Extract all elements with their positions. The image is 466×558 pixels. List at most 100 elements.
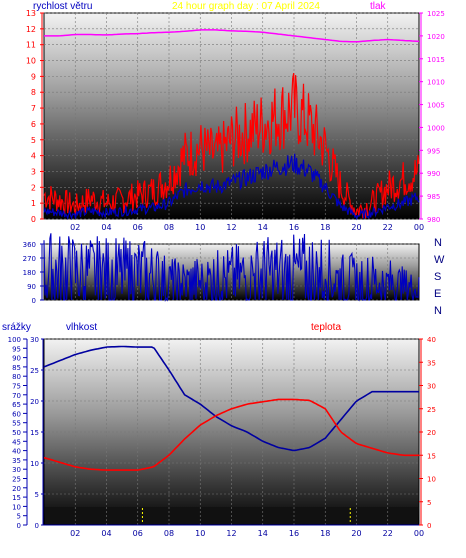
temperature-tick-label: 35 [427, 359, 436, 367]
rain-tick-label: 10 [12, 503, 21, 511]
compass-west: W [434, 254, 445, 266]
humidity-tick-label: 0 [35, 522, 39, 530]
humidity-tick-label: 5 [35, 491, 39, 499]
x-tick-label: 06 [133, 223, 143, 232]
chart-title: 24 hour graph day : 07 April 2024 [172, 1, 320, 12]
x-tick-label: 10 [195, 223, 205, 232]
compass-south: S [434, 271, 442, 283]
pressure-tick-label: 1015 [427, 56, 445, 64]
x-tick-label: 12 [226, 529, 236, 538]
wind-tick-label: 11 [26, 41, 36, 50]
wind-tick-label: 13 [26, 9, 36, 18]
pressure-tick-label: 1005 [427, 102, 445, 110]
x-tick-label: 04 [101, 529, 111, 538]
compass-north-bottom: N [434, 305, 442, 317]
x-tick-label: 12 [226, 223, 236, 232]
temperature-tick-label: 5 [427, 499, 431, 507]
x-tick-label: 14 [258, 529, 268, 538]
humidity-tick-label: 20 [30, 398, 39, 406]
direction-tick-label: 360 [23, 241, 36, 249]
rain-tick-label: 5 [17, 513, 21, 521]
temperature-tick-label: 25 [427, 406, 436, 414]
rain-tick-label: 40 [12, 448, 21, 456]
humidity-tick-label: 15 [30, 429, 39, 437]
rain-tick-label: 65 [12, 401, 21, 409]
x-tick-label: 22 [383, 529, 393, 538]
wind-tick-label: 6 [31, 120, 36, 129]
direction-tick-label: 0 [32, 297, 36, 305]
x-tick-label: 20 [351, 529, 361, 538]
x-tick-label: 22 [383, 223, 393, 232]
temperature-tick-label: 15 [427, 452, 436, 460]
rain-tick-label: 75 [12, 383, 21, 391]
rain-tick-label: 35 [12, 457, 21, 465]
x-tick-label: 16 [289, 223, 299, 232]
rain-tick-label: 80 [12, 373, 21, 381]
x-tick-label: 04 [101, 223, 111, 232]
pressure-tick-label: 980 [427, 216, 440, 224]
pressure-series-line [44, 29, 420, 43]
direction-tick-label: 180 [23, 269, 36, 277]
x-tick-label: 00 [414, 529, 424, 538]
wind-tick-label: 8 [31, 88, 36, 97]
rain-tick-label: 85 [12, 364, 21, 372]
wind-tick-label: 5 [31, 136, 36, 145]
x-tick-label: 18 [320, 529, 330, 538]
rain-tick-label: 60 [12, 410, 21, 418]
x-tick-label: 02 [70, 223, 80, 232]
pressure-tick-label: 990 [427, 170, 440, 178]
rain-tick-label: 55 [12, 420, 21, 428]
x-tick-label: 20 [351, 223, 361, 232]
wind-tick-label: 10 [26, 57, 36, 66]
x-tick-label: 18 [320, 223, 330, 232]
wind-avg-series-line [43, 153, 420, 221]
wind-speed-axis-label: rychlost větru [33, 1, 93, 12]
pressure-tick-label: 995 [427, 147, 440, 155]
pressure-tick-label: 985 [427, 193, 440, 201]
x-tick-label: 16 [289, 529, 299, 538]
rain-tick-label: 100 [8, 336, 21, 344]
rain-tick-label: 70 [12, 392, 21, 400]
pressure-axis-label: tlak [370, 1, 386, 12]
pressure-tick-label: 1025 [427, 10, 445, 18]
temperature-axis-label: teplota [311, 322, 342, 333]
temperature-tick-label: 20 [427, 429, 436, 437]
humidity-tick-label: 10 [30, 460, 39, 468]
rain-tick-label: 90 [12, 355, 21, 363]
pressure-tick-label: 1010 [427, 79, 445, 87]
humidity-series-line [43, 345, 419, 452]
x-tick-label: 14 [258, 223, 268, 232]
rain-tick-label: 15 [12, 494, 21, 502]
x-tick-label: 06 [133, 529, 143, 538]
rain-tick-label: 20 [12, 485, 21, 493]
pressure-tick-label: 1020 [427, 33, 445, 41]
wind-tick-label: 2 [31, 183, 36, 192]
x-tick-label: 08 [164, 529, 174, 538]
x-tick-label: 00 [414, 223, 424, 232]
rain-axis-label: srážky [2, 322, 31, 333]
x-tick-label: 08 [164, 223, 174, 232]
wind-tick-label: 3 [31, 167, 36, 176]
wind-tick-label: 7 [31, 104, 36, 113]
wind-gust-series-line [43, 72, 420, 219]
temperature-tick-label: 10 [427, 476, 436, 484]
wind-pressure-plot-area [43, 12, 420, 220]
humidity-tick-label: 25 [30, 367, 39, 375]
humidity-axis-label: vlhkost [66, 322, 98, 333]
rain-tick-label: 95 [12, 345, 21, 353]
humidity-tick-label: 30 [30, 336, 39, 344]
pressure-tick-label: 1000 [427, 124, 445, 132]
direction-tick-label: 270 [23, 255, 36, 263]
direction-tick-label: 90 [27, 283, 36, 291]
rain-tick-label: 0 [17, 522, 21, 530]
temperature-series-line [43, 398, 419, 471]
wind-direction-series-line [43, 233, 420, 303]
temperature-tick-label: 40 [427, 336, 436, 344]
temperature-tick-label: 30 [427, 383, 436, 391]
wind-tick-label: 0 [31, 215, 36, 224]
x-tick-label: 02 [70, 529, 80, 538]
wind-tick-label: 1 [31, 199, 36, 208]
compass-north-top: N [434, 237, 442, 249]
